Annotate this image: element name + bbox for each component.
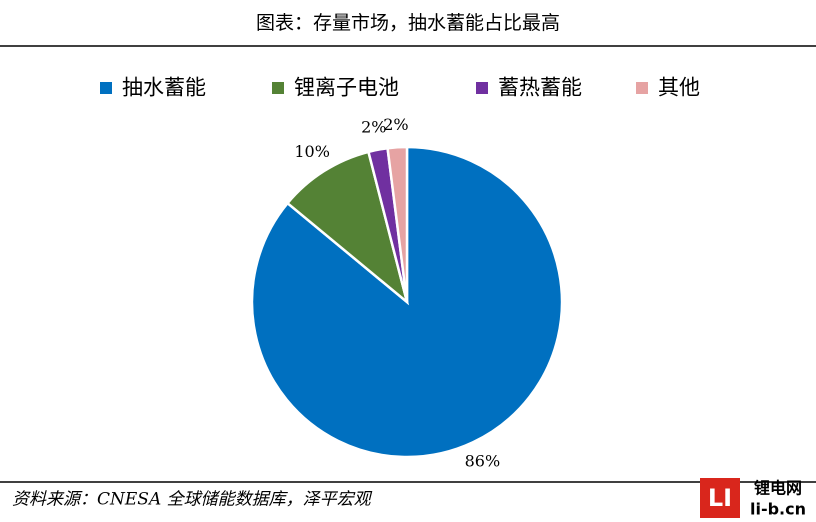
- watermark-text: 锂电网: [754, 479, 802, 498]
- data-label: 10%: [294, 142, 330, 161]
- legend-label: 其他: [658, 76, 700, 100]
- legend-swatch: [636, 82, 648, 94]
- watermark-logo: [700, 478, 740, 518]
- chart-title: 图表：存量市场，抽水蓄能占比最高: [256, 12, 560, 34]
- legend-label: 蓄热蓄能: [498, 76, 582, 100]
- watermark-logo-mark: LI: [708, 484, 732, 512]
- legend-swatch: [272, 82, 284, 94]
- legend-swatch: [476, 82, 488, 94]
- data-label: 2%: [383, 115, 408, 134]
- legend-label: 锂离子电池: [294, 76, 399, 100]
- pie-slice: [386, 145, 409, 303]
- data-label: 2%: [361, 118, 386, 137]
- watermark-text: li-b.cn: [750, 500, 806, 519]
- legend-swatch: [100, 82, 112, 94]
- data-label: 86%: [465, 452, 501, 471]
- source-note: 资料来源：CNESA 全球储能数据库，泽平宏观: [12, 490, 373, 510]
- legend-label: 抽水蓄能: [122, 76, 206, 100]
